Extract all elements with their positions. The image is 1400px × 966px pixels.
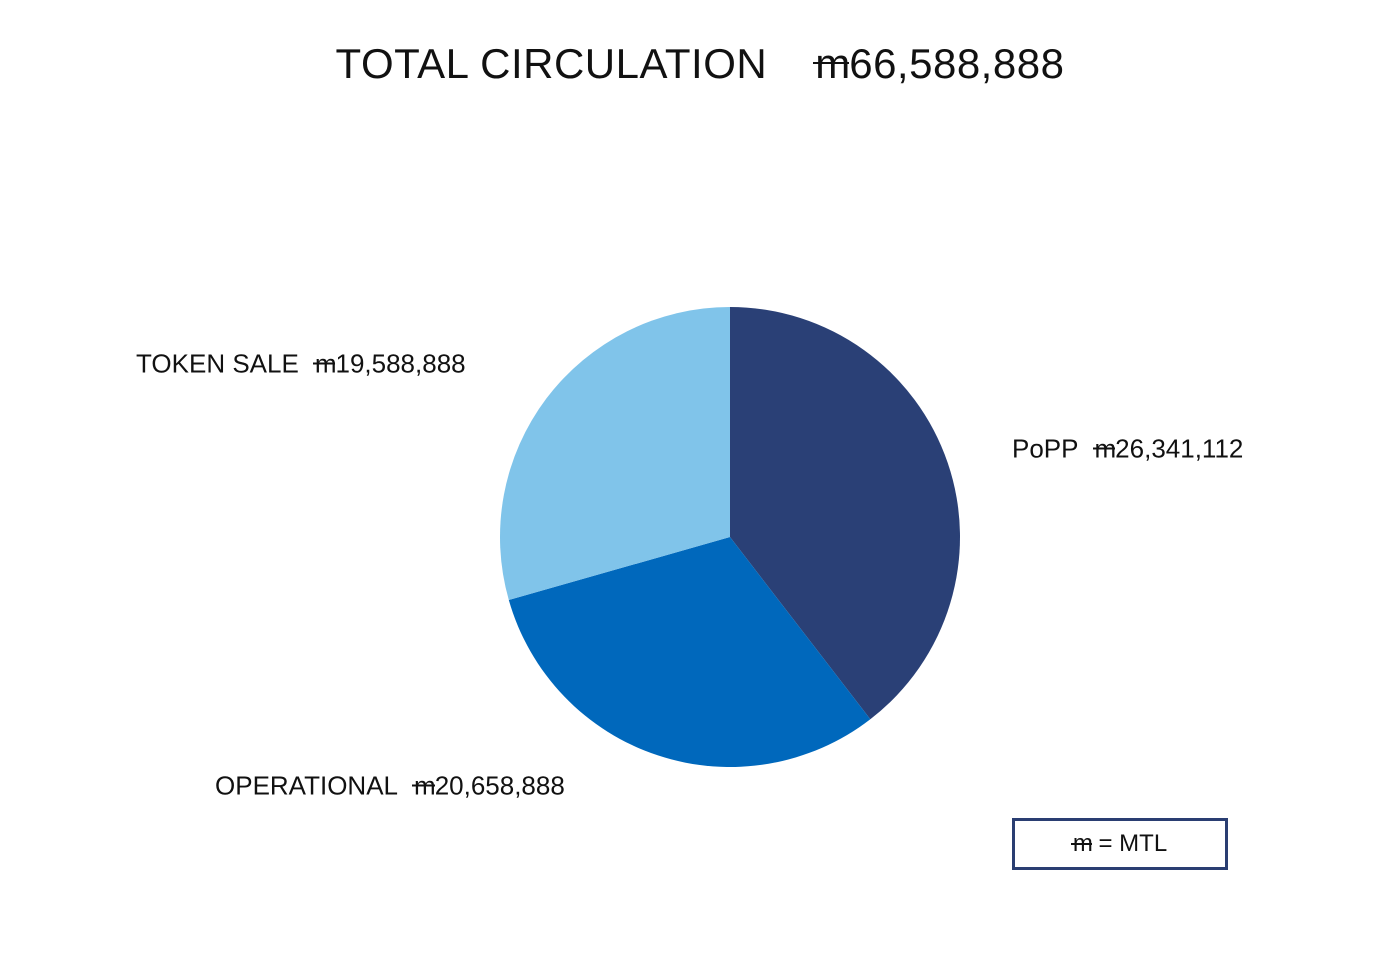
- title-total: 66,588,888: [849, 40, 1065, 87]
- mtl-currency-icon: m: [412, 770, 436, 801]
- slice-name: TOKEN SALE: [136, 348, 299, 379]
- currency-legend: m = MTL: [1012, 818, 1228, 870]
- pie-slice-operational: [508, 537, 871, 767]
- mtl-currency-icon: m: [1070, 830, 1093, 857]
- chart-title: TOTAL CIRCULATION m66,588,888: [0, 40, 1400, 88]
- slice-value: m26,341,112: [1092, 433, 1244, 464]
- slice-value-text: 20,658,888: [434, 770, 565, 801]
- slice-value: m19,588,888: [312, 348, 466, 379]
- slice-name: PoPP: [1012, 433, 1079, 464]
- slice-value-text: 19,588,888: [335, 348, 466, 379]
- title-label: TOTAL CIRCULATION: [335, 40, 768, 87]
- pie-slice-popp: [730, 307, 960, 720]
- mtl-currency-icon: m: [813, 40, 850, 87]
- pie-slice-token-sale: [500, 307, 730, 601]
- slice-label-popp: PoPP m26,341,112: [1012, 434, 1243, 465]
- slice-value: m20,658,888: [412, 770, 565, 801]
- slice-name: OPERATIONAL: [215, 770, 399, 801]
- slice-label-token-sale: TOKEN SALE m19,588,888: [136, 349, 466, 380]
- slice-label-operational: OPERATIONAL m20,658,888: [215, 771, 565, 802]
- mtl-currency-icon: m: [312, 348, 336, 379]
- slice-value-text: 26,341,112: [1115, 433, 1244, 464]
- legend-text: = MTL: [1098, 830, 1168, 857]
- mtl-currency-icon: m: [1092, 433, 1116, 464]
